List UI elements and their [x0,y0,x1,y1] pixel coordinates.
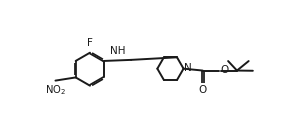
Text: F: F [87,38,93,48]
Text: O: O [198,85,207,95]
Text: N: N [185,63,192,73]
Text: NO$_2$: NO$_2$ [45,84,66,98]
Text: O: O [220,65,229,75]
Text: NH: NH [110,46,125,56]
